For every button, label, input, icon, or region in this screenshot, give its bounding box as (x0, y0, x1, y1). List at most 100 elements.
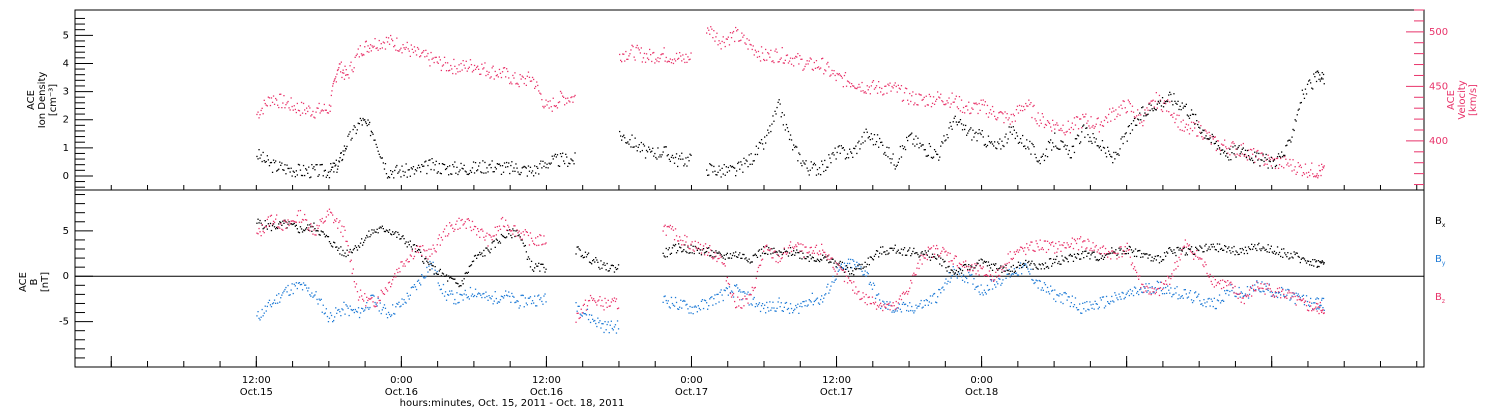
series-point (1123, 136, 1125, 138)
series-point (409, 55, 411, 57)
series-point (364, 46, 366, 48)
series-point (505, 290, 507, 292)
series-point (706, 302, 708, 304)
series-point (622, 135, 624, 138)
series-point (487, 73, 489, 76)
series-point (754, 153, 756, 156)
series-point (914, 310, 916, 312)
series-point (1182, 246, 1184, 248)
series-point (1063, 242, 1065, 244)
series-point (305, 284, 307, 286)
date-tick-label: Oct.16 (385, 387, 418, 398)
series-point (1040, 156, 1042, 158)
series-point (1134, 287, 1137, 289)
series-point (813, 252, 815, 254)
series-point (976, 140, 978, 142)
series-point (262, 151, 264, 154)
series-point (364, 41, 367, 43)
series-point (539, 298, 541, 301)
series-point (1102, 296, 1105, 298)
series-point (783, 247, 785, 249)
series-point (330, 212, 333, 214)
series-point (1005, 117, 1007, 119)
series-point (661, 154, 663, 156)
series-point (1051, 242, 1053, 244)
series-point (803, 300, 805, 303)
series-point (275, 218, 277, 220)
series-point (1171, 250, 1173, 252)
series-point (492, 171, 494, 173)
series-point (462, 60, 464, 62)
series-point (1092, 251, 1094, 253)
series-point (1138, 114, 1140, 116)
series-point (894, 244, 896, 246)
series-point (1315, 261, 1317, 263)
series-point (1321, 297, 1323, 299)
series-point (354, 308, 356, 311)
series-point (613, 326, 616, 328)
series-point (1067, 261, 1069, 263)
series-point (415, 245, 418, 247)
series-point (270, 97, 273, 99)
series-point (980, 258, 982, 260)
series-point (594, 300, 596, 302)
series-point (750, 153, 752, 155)
series-point (465, 171, 467, 173)
series-point (902, 99, 905, 101)
series-point (400, 176, 402, 178)
series-point (269, 162, 272, 164)
series-point (423, 249, 425, 251)
series-point (500, 233, 503, 236)
series-point (735, 251, 737, 253)
series-point (377, 150, 379, 152)
series-point (708, 251, 710, 254)
series-point (1219, 149, 1222, 152)
series-point (343, 145, 346, 147)
series-point (955, 269, 957, 272)
series-point (343, 301, 345, 303)
series-point (514, 72, 516, 74)
series-point (892, 87, 894, 89)
series-point (308, 166, 310, 168)
series-point (533, 78, 535, 81)
series-point (1044, 240, 1047, 242)
series-point (831, 69, 833, 72)
series-point (335, 164, 337, 166)
series-point (434, 164, 436, 166)
series-point (886, 303, 888, 306)
series-point (486, 232, 488, 234)
series-point (570, 96, 572, 99)
series-point (1151, 100, 1153, 102)
series-point (684, 300, 686, 302)
series-point (258, 317, 260, 319)
series-point (1153, 107, 1155, 109)
series-point (664, 256, 666, 258)
series-point (667, 225, 669, 228)
series-point (1211, 133, 1213, 136)
series-point (852, 85, 854, 87)
series-point (692, 313, 694, 315)
series-point (421, 254, 423, 256)
series-point (807, 63, 809, 65)
series-point (945, 267, 947, 269)
series-point (1110, 258, 1112, 260)
series-point (604, 264, 606, 266)
series-point (765, 252, 767, 255)
series-point (968, 101, 970, 103)
series-point (342, 235, 344, 238)
series-point (745, 43, 747, 45)
series-point (1116, 258, 1118, 260)
series-point (1074, 240, 1077, 242)
series-point (477, 254, 479, 256)
series-point (627, 58, 629, 60)
series-point (1180, 121, 1182, 123)
series-point (903, 247, 906, 249)
series-point (607, 299, 609, 301)
series-point (1123, 250, 1125, 252)
series-point (449, 222, 451, 224)
series-point (1237, 297, 1239, 299)
series-point (680, 239, 682, 241)
series-point (374, 38, 376, 40)
series-point (930, 302, 933, 304)
series-point (894, 168, 896, 170)
